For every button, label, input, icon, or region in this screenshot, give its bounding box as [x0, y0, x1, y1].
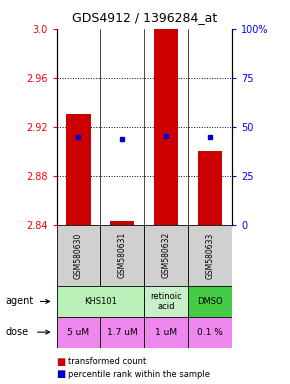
Text: 5 uM: 5 uM [67, 328, 90, 337]
Text: ■: ■ [57, 369, 66, 379]
Text: 1 uM: 1 uM [155, 328, 177, 337]
Text: KHS101: KHS101 [84, 297, 117, 306]
Text: percentile rank within the sample: percentile rank within the sample [68, 370, 210, 379]
Bar [57, 317, 100, 348]
Text: transformed count: transformed count [68, 357, 146, 366]
Bar [57, 225, 100, 286]
Text: 1.7 uM: 1.7 uM [107, 328, 138, 337]
Bar [154, 29, 178, 225]
Text: GSM580631: GSM580631 [118, 232, 127, 278]
Text: GDS4912 / 1396284_at: GDS4912 / 1396284_at [72, 11, 218, 24]
Bar [100, 225, 144, 286]
Text: ■: ■ [57, 357, 66, 367]
Bar [188, 225, 232, 286]
Bar [57, 286, 144, 317]
Bar [144, 225, 188, 286]
Bar [188, 286, 232, 317]
Bar [110, 221, 134, 225]
Bar [66, 114, 90, 225]
Text: DMSO: DMSO [197, 297, 223, 306]
Text: dose: dose [6, 327, 29, 337]
Text: retinoic
acid: retinoic acid [150, 292, 182, 311]
Text: GSM580632: GSM580632 [162, 232, 171, 278]
Text: GSM580633: GSM580633 [206, 232, 215, 278]
Bar [144, 317, 188, 348]
Text: agent: agent [6, 296, 34, 306]
Text: 0.1 %: 0.1 % [197, 328, 223, 337]
Bar [100, 317, 144, 348]
Bar [144, 286, 188, 317]
Bar [198, 151, 222, 225]
Text: GSM580630: GSM580630 [74, 232, 83, 278]
Bar [188, 317, 232, 348]
